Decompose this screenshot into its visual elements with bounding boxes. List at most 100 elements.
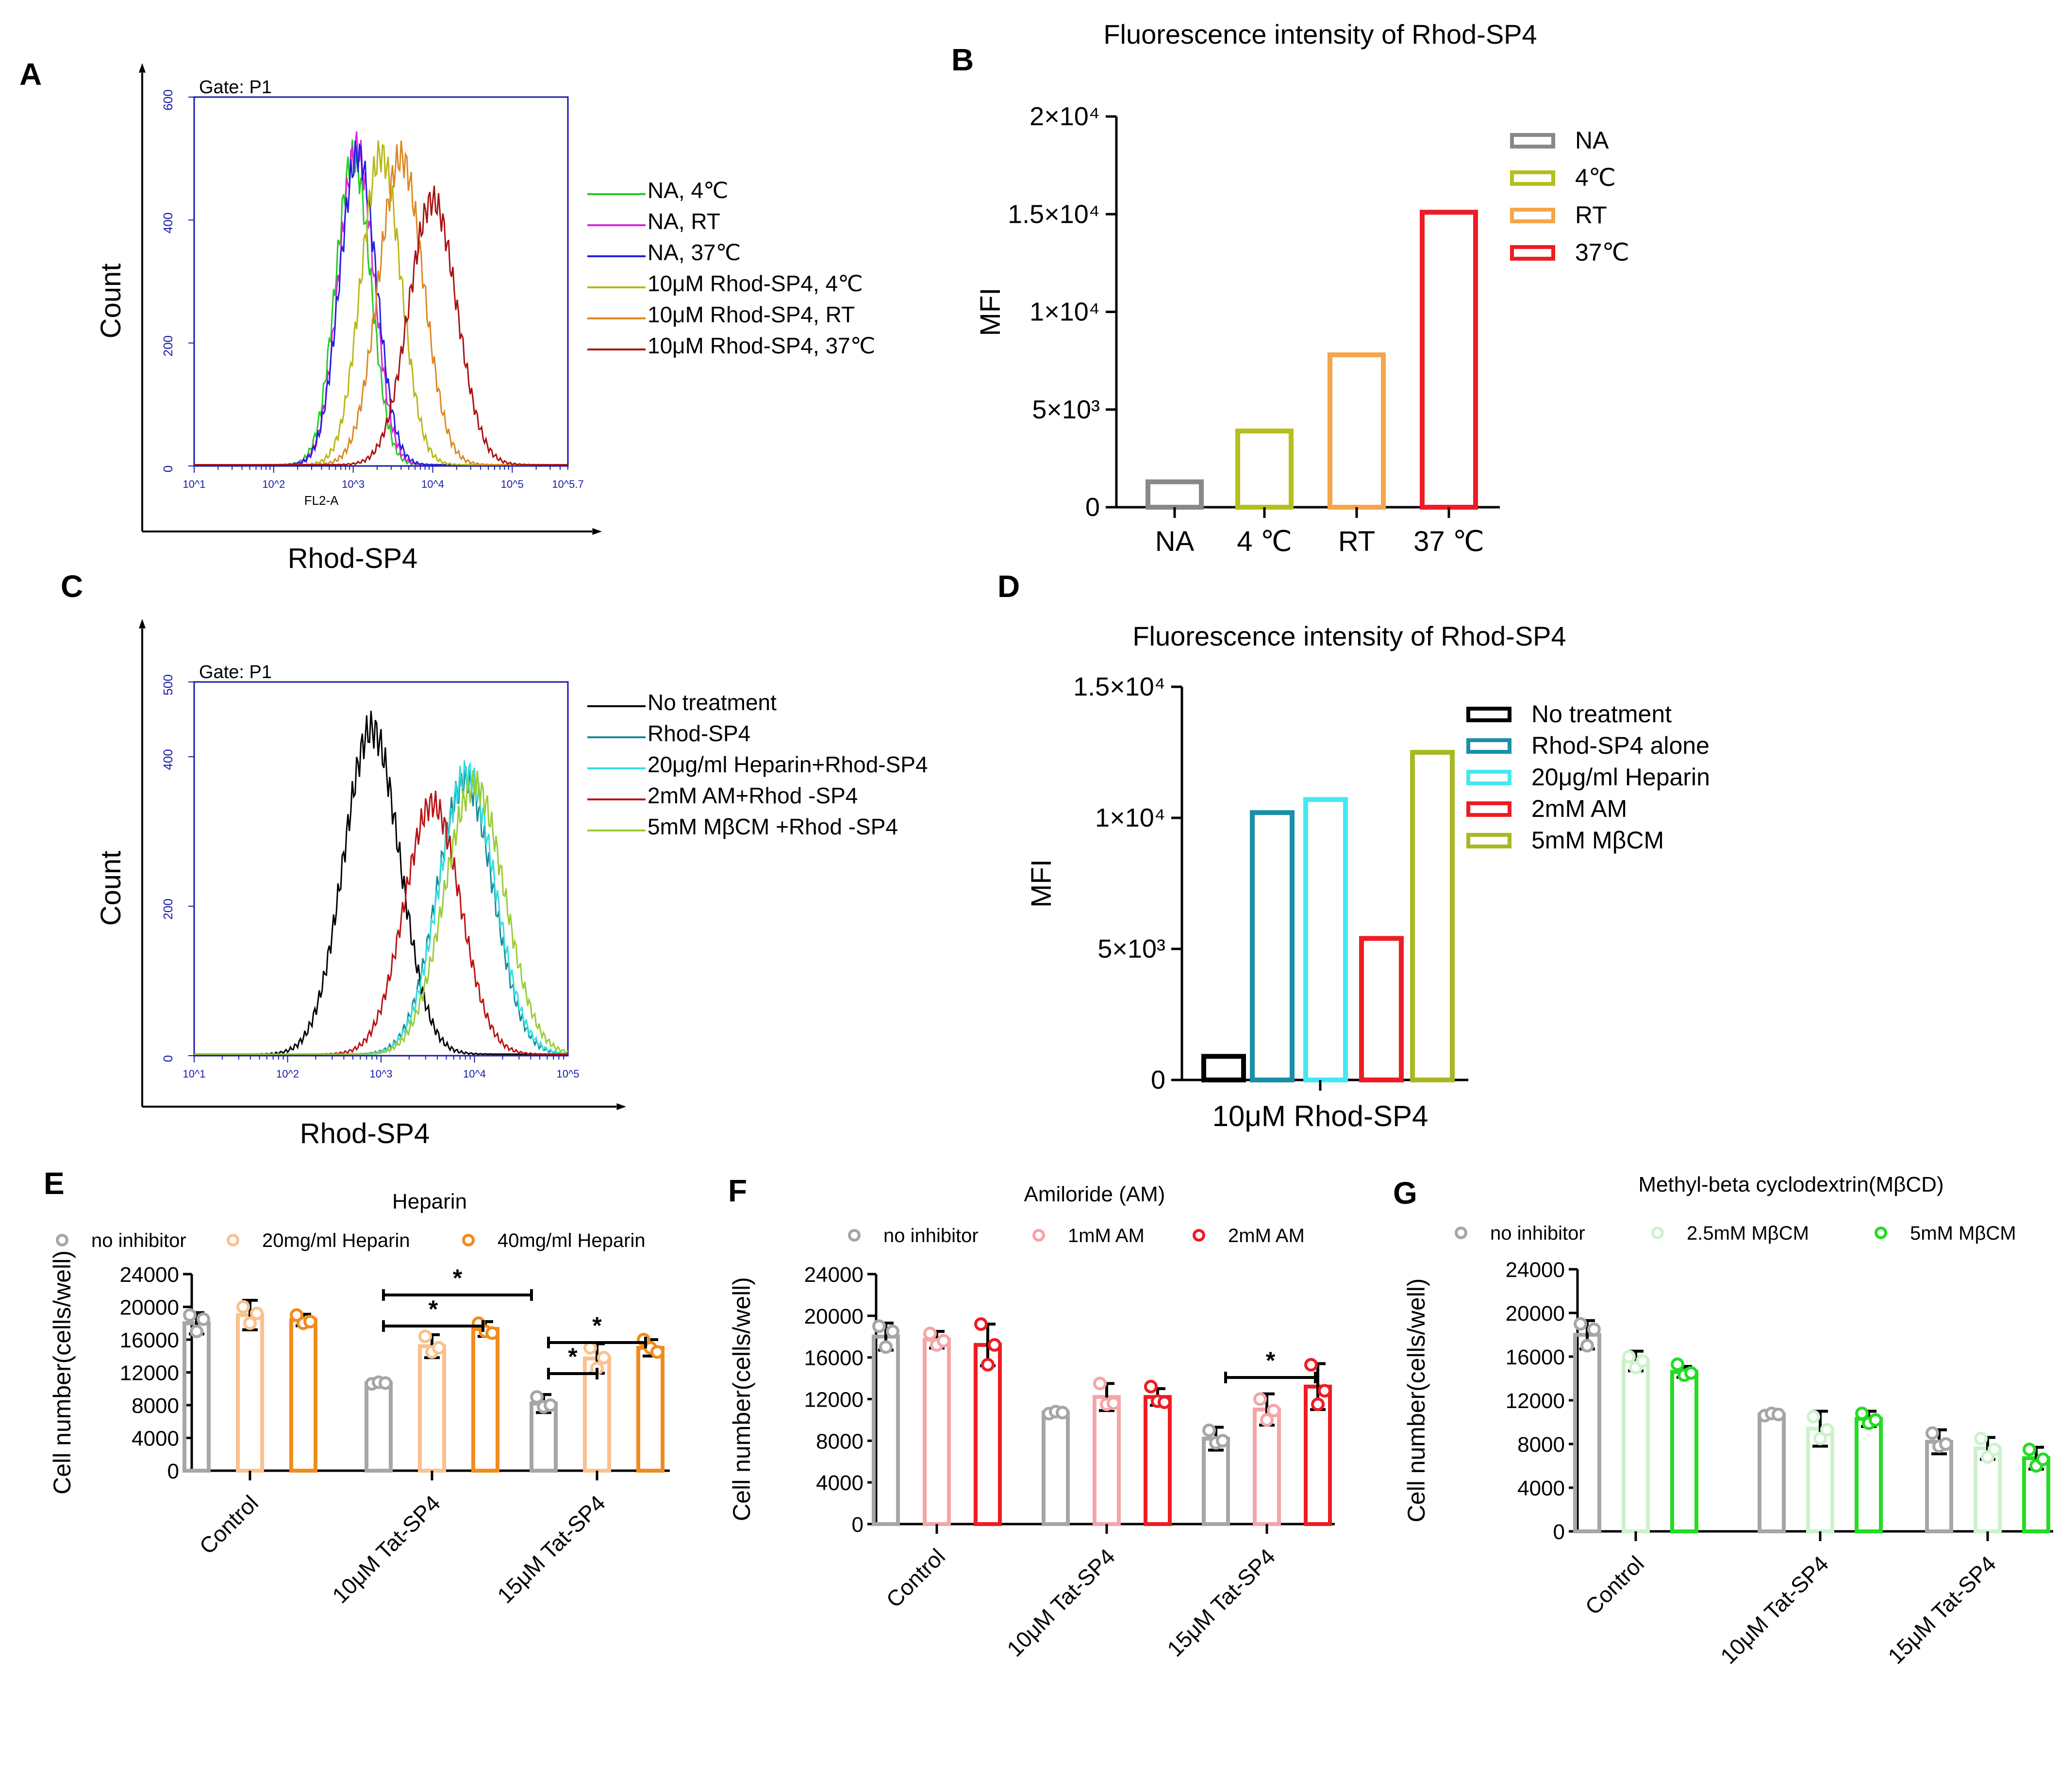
outer-x-arrow-a xyxy=(592,528,602,535)
bar xyxy=(636,1345,664,1473)
data-point xyxy=(886,1325,899,1339)
legend-label: NA xyxy=(1575,127,1609,154)
data-point xyxy=(879,1340,893,1354)
y-tick-label: 1×10⁴ xyxy=(1095,803,1165,832)
data-point xyxy=(379,1376,392,1390)
legend-label: NA, 4℃ xyxy=(648,178,729,203)
data-point xyxy=(1622,1350,1636,1363)
gate-label: Gate: P1 xyxy=(199,662,272,682)
x-tick-label: 10μM Tat-SP4 xyxy=(1715,1551,1833,1669)
data-point xyxy=(418,1329,432,1344)
x-inner-label: FL2-A xyxy=(304,493,339,508)
y-axis-label: Count xyxy=(95,264,127,339)
bar xyxy=(183,1321,211,1473)
data-point xyxy=(1820,1423,1834,1437)
legend-label: 2mM AM+Rhod -SP4 xyxy=(648,783,858,808)
x-tick-label: 10^2 xyxy=(262,478,285,490)
y-tick-label: 0 xyxy=(852,1513,863,1537)
histogram-curve xyxy=(194,140,568,466)
data-point xyxy=(1684,1366,1698,1380)
bar xyxy=(418,1344,446,1473)
bar xyxy=(289,1318,317,1473)
gate-box-a xyxy=(193,96,569,467)
data-point xyxy=(303,1314,317,1328)
panel-letter-c: C xyxy=(61,569,83,604)
legend-swatch xyxy=(1510,208,1555,223)
data-point xyxy=(1574,1317,1587,1331)
significance-star: * xyxy=(592,1312,602,1339)
bar xyxy=(1144,1395,1172,1526)
y-tick-label: 20000 xyxy=(120,1296,179,1320)
legend-label: 20μg/ml Heparin+Rhod-SP4 xyxy=(648,752,928,777)
data-point xyxy=(981,1358,995,1372)
data-point xyxy=(1260,1413,1274,1427)
y-tick-label: 1.5×10⁴ xyxy=(1073,672,1165,701)
x-axis-label: 10μM Rhod-SP4 xyxy=(1212,1100,1428,1132)
y-tick-label: 5×10³ xyxy=(1097,934,1165,963)
y-axis-label: Cell number(cells/well) xyxy=(49,1250,76,1494)
legend-label: 2.5mM MβCM xyxy=(1687,1223,1809,1244)
y-tick-label: 8000 xyxy=(816,1429,863,1453)
data-point xyxy=(250,1307,264,1320)
y-tick-label: 8000 xyxy=(1517,1433,1565,1457)
x-tick-label: Control xyxy=(194,1490,263,1559)
data-point xyxy=(197,1312,210,1326)
data-point xyxy=(1216,1434,1229,1448)
histogram-curve xyxy=(194,141,568,466)
y-tick-label: 24000 xyxy=(1506,1258,1565,1282)
y-tick-label: 4000 xyxy=(816,1471,863,1495)
x-tick-label: Control xyxy=(881,1543,950,1612)
x-tick-label: 15μM Tat-SP4 xyxy=(1883,1551,2001,1669)
legend-label: no inhibitor xyxy=(1490,1223,1585,1244)
legend-label: NA, 37℃ xyxy=(648,240,741,265)
data-point xyxy=(1202,1423,1216,1437)
x-tick-label: 10^1 xyxy=(183,1068,205,1080)
bar xyxy=(1250,810,1295,1082)
x-axis-label: Rhod-SP4 xyxy=(288,543,418,574)
data-point xyxy=(974,1317,988,1331)
data-point xyxy=(2023,1443,2036,1457)
panel-letter-b: B xyxy=(951,42,974,77)
y-tick-label: 5×10³ xyxy=(1032,395,1100,424)
legend-label: 2mM AM xyxy=(1531,795,1627,822)
y-tick-label: 500 xyxy=(161,674,175,695)
y-tick-label: 1.5×10⁴ xyxy=(1008,199,1100,229)
legend-marker xyxy=(848,1229,861,1242)
x-tick-label: NA xyxy=(1155,526,1195,557)
chart-title: Fluorescence intensity of Rhod-SP4 xyxy=(1103,19,1537,50)
data-point xyxy=(1807,1410,1820,1424)
chart-title: Fluorescence intensity of Rhod-SP4 xyxy=(1132,621,1566,651)
y-tick-label: 16000 xyxy=(1506,1345,1565,1369)
legend-marker xyxy=(1455,1227,1467,1239)
y-tick-label: 600 xyxy=(161,89,175,110)
data-point xyxy=(1587,1322,1601,1336)
legend-marker xyxy=(1875,1227,1887,1239)
legend-label: 20μg/ml Heparin xyxy=(1531,763,1710,791)
data-point xyxy=(290,1308,303,1322)
data-point xyxy=(583,1341,597,1355)
bar xyxy=(1622,1359,1650,1533)
bar xyxy=(1855,1417,1883,1533)
data-point xyxy=(1056,1406,1069,1420)
x-tick-label: 10μM Tat-SP4 xyxy=(1002,1543,1120,1661)
x-tick-label: 37 ℃ xyxy=(1413,526,1484,557)
bar xyxy=(471,1327,499,1473)
chart-title: Heparin xyxy=(392,1190,467,1213)
x-axis-label: Rhod-SP4 xyxy=(300,1118,430,1149)
y-tick-label: 0 xyxy=(1553,1520,1565,1544)
data-point xyxy=(1107,1396,1120,1410)
x-tick-label: 10^3 xyxy=(369,1068,392,1080)
legend-marker xyxy=(227,1234,239,1246)
legend-swatch xyxy=(1510,133,1555,149)
legend-swatch xyxy=(1466,738,1511,754)
x-tick-label: 10^3 xyxy=(342,478,365,490)
legend-label: 37℃ xyxy=(1575,239,1629,266)
x-tick-label: 10^5 xyxy=(501,478,524,490)
x-tick-label: 10^5 xyxy=(556,1068,579,1080)
y-tick-label: 400 xyxy=(161,213,175,233)
data-point xyxy=(597,1351,611,1365)
bar xyxy=(1042,1410,1070,1526)
data-point xyxy=(1093,1377,1107,1391)
y-axis-label: MFI xyxy=(1026,859,1057,908)
